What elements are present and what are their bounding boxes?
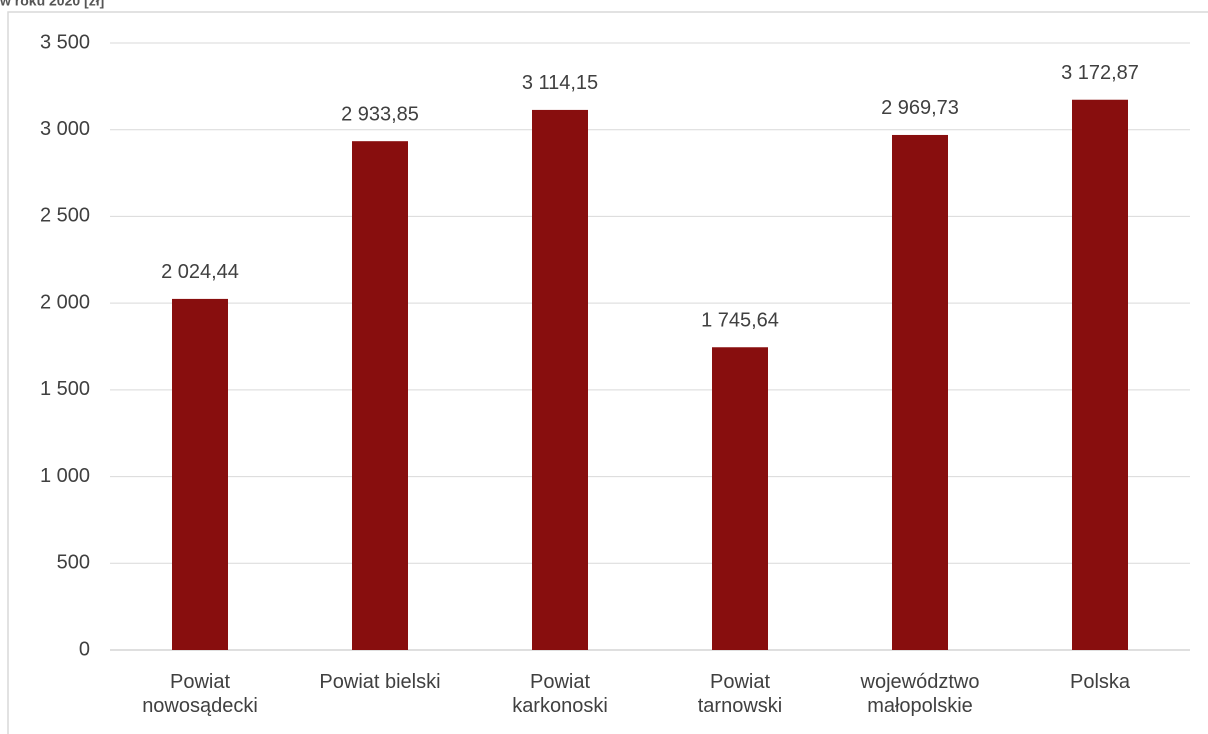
data-label: 3 172,87 <box>1061 62 1139 84</box>
x-tick-label: województwo małopolskie <box>860 671 980 717</box>
x-tick-label: Powiat karkonoski <box>512 671 608 717</box>
x-tick-label: Powiat bielski <box>319 671 441 693</box>
data-label: 1 745,64 <box>701 310 779 332</box>
data-label: 2 024,44 <box>161 261 239 283</box>
data-label: 3 114,15 <box>522 72 598 94</box>
data-label: 2 969,73 <box>881 97 959 119</box>
chart-frame <box>7 11 1208 734</box>
y-tick-label: 3 500 <box>40 31 90 53</box>
y-tick-label: 1 000 <box>40 465 90 487</box>
x-tick-label: Powiat nowosądecki <box>142 671 258 717</box>
y-tick-label: 2 500 <box>40 205 90 227</box>
x-tick-label: Powiat tarnowski <box>697 671 783 717</box>
bar <box>532 109 588 650</box>
bar <box>172 298 228 650</box>
y-tick-label: 2 000 <box>40 291 90 313</box>
bar <box>712 347 768 650</box>
bar <box>1072 99 1128 650</box>
bar <box>892 134 948 650</box>
bar <box>352 141 408 650</box>
y-tick-label: 3 000 <box>40 118 90 140</box>
x-tick-label: Polska <box>1069 671 1131 693</box>
y-tick-label: 1 500 <box>40 378 90 400</box>
chart-title: w roku 2020 [zł] <box>0 0 104 9</box>
y-tick-label: 0 <box>79 638 90 660</box>
y-tick-label: 500 <box>57 552 90 574</box>
data-label: 2 933,85 <box>341 103 419 125</box>
